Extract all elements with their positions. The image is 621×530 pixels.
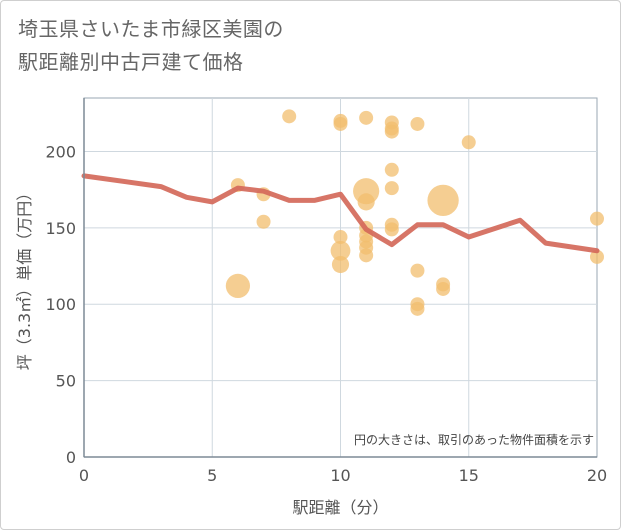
bubble-point <box>410 116 425 131</box>
bubble-point <box>410 263 425 278</box>
bubble-point <box>384 124 399 139</box>
bubble-point <box>357 193 375 211</box>
bubble-point <box>461 135 476 150</box>
bubble-point <box>427 184 459 217</box>
bubble-point <box>256 214 271 229</box>
bubble-point <box>590 211 604 226</box>
average-price-line <box>81 173 600 254</box>
y-tick-label: 0 <box>66 448 76 467</box>
bubble-point <box>410 301 425 316</box>
x-tick-label: 10 <box>330 466 350 485</box>
x-tick-label: 5 <box>207 466 217 485</box>
bubble-point <box>359 110 374 125</box>
bubble-size-note: 円の大きさは、取引のあった物件面積を示す <box>354 432 594 447</box>
bubble-point <box>225 273 251 299</box>
x-tick-label: 20 <box>587 466 607 485</box>
x-axis-title: 駅距離（分） <box>292 498 388 517</box>
y-tick-label: 50 <box>56 372 76 391</box>
bubble-point <box>333 230 348 245</box>
bubble-point <box>359 248 374 263</box>
x-tick-label: 0 <box>79 466 89 485</box>
bubble-point <box>384 222 399 237</box>
bubble-point <box>384 181 399 196</box>
bubble-point <box>590 249 604 264</box>
bubble-point <box>330 240 351 261</box>
y-tick-label: 100 <box>45 295 76 314</box>
bubble-point <box>436 281 451 296</box>
bubble-point <box>384 162 399 177</box>
y-axis-title: 坪（3.3㎡）単価（万円） <box>15 185 34 370</box>
chart-title: 埼玉県さいたま市緑区美園の 駅距離別中古戸建て価格 <box>18 17 284 74</box>
y-tick-label: 200 <box>45 142 76 161</box>
x-tick-label: 15 <box>459 466 479 485</box>
bubble-point <box>331 255 350 274</box>
bubble-point <box>282 109 297 124</box>
y-tick-label: 150 <box>45 219 76 238</box>
bubble-point <box>333 116 348 131</box>
